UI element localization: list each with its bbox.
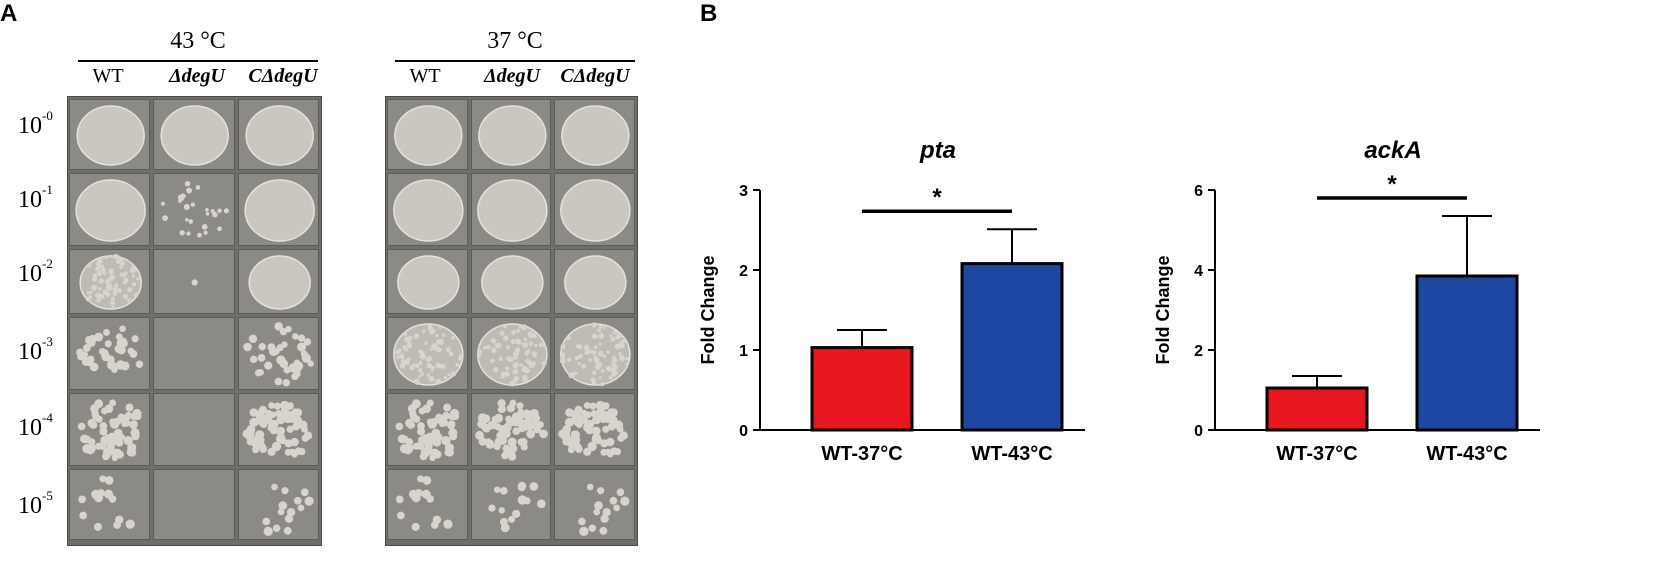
plate-spot [237, 249, 319, 314]
dilution-label: 10-4 [18, 410, 53, 441]
plate-spot [554, 249, 635, 314]
strain-label-wt-43: WT [92, 65, 124, 87]
plate-spot [69, 469, 151, 540]
y-tick-label: 3 [739, 183, 748, 200]
x-tick-label: WT-43°C [971, 443, 1052, 465]
plate-spot [470, 173, 552, 246]
plate-spot [387, 99, 468, 170]
bar-chart-pta: pta Fold Change 0 1 2 3 WT-37°C WT-43°C * [698, 137, 1085, 465]
plate-spot [153, 393, 235, 466]
dilution-label: 10-3 [18, 334, 53, 365]
plate-spot [237, 99, 319, 170]
plate-spot [153, 469, 235, 540]
plate-spot [554, 317, 635, 390]
plate-spot [237, 393, 319, 466]
plate-spot [69, 99, 151, 170]
dilution-label: 10-2 [18, 256, 53, 287]
chart-title: pta [919, 137, 956, 164]
plate-spot [387, 249, 468, 314]
y-tick-label: 6 [1194, 183, 1203, 200]
temperature-label-43: 43 °C [170, 28, 226, 54]
x-tick-label: WT-37°C [1276, 443, 1357, 465]
plate-spot [470, 317, 552, 390]
y-tick-label: 0 [1194, 423, 1203, 440]
panel-a-letter: A [0, 0, 18, 27]
plate-spot [470, 393, 552, 466]
plate-spot [387, 173, 468, 246]
strain-label-cdegu-43: CΔdegU [248, 65, 318, 87]
x-tick-label: WT-37°C [821, 443, 902, 465]
strain-label-degu-43: ΔdegU [169, 65, 225, 87]
plate-spot [554, 469, 635, 540]
chart-title: ackA [1364, 137, 1421, 164]
panel-b-letter: B [700, 0, 718, 27]
plate-spot [153, 317, 235, 390]
y-axis-label: Fold Change [1153, 256, 1173, 365]
spot-assay-plate-43c [67, 96, 322, 546]
temperature-label-37: 37 °C [487, 28, 543, 54]
plate-spot [470, 469, 552, 540]
plate-spot [69, 393, 151, 466]
plate-spot [470, 249, 552, 314]
plate-spot [387, 469, 468, 540]
dilution-label: 10-5 [18, 488, 53, 519]
y-tick-label: 2 [739, 263, 748, 280]
plate-spot [387, 393, 468, 466]
bar [1415, 274, 1519, 432]
plate-spot [69, 317, 151, 390]
plate-spot [470, 99, 552, 170]
plate-spot [387, 317, 468, 390]
strain-label-degu-37: ΔdegU [484, 65, 540, 87]
strain-label-cdegu-37: CΔdegU [560, 65, 630, 87]
dilution-label: 10-0 [18, 108, 53, 139]
y-axis-label: Fold Change [698, 256, 718, 365]
bar [1265, 386, 1369, 432]
bar-chart-acka: ackA Fold Change 0 2 4 6 WT-37°C WT-43°C * [1153, 137, 1540, 465]
y-tick-label: 2 [1194, 343, 1203, 360]
plate-spot [237, 317, 319, 390]
temperature-rule-43 [78, 60, 318, 62]
plate-spot [554, 99, 635, 170]
plate-spot [554, 393, 635, 466]
significance-marker: * [1387, 171, 1397, 198]
y-tick-label: 0 [739, 423, 748, 440]
plate-spot [237, 469, 319, 540]
y-tick-label: 1 [739, 343, 748, 360]
bar [960, 262, 1064, 432]
dilution-label: 10-1 [18, 182, 53, 213]
plate-spot [554, 173, 635, 246]
plate-spot [153, 249, 235, 314]
plate-spot [69, 173, 151, 246]
strain-label-wt-37: WT [409, 65, 441, 87]
spot-assay-plate-37c [385, 96, 638, 546]
significance-marker: * [932, 184, 942, 211]
y-tick-label: 4 [1194, 263, 1203, 280]
plate-spot [69, 249, 151, 314]
x-tick-label: WT-43°C [1426, 443, 1507, 465]
plate-spot [237, 173, 319, 246]
bar [810, 346, 914, 432]
temperature-rule-37 [395, 60, 635, 62]
plate-spot [153, 173, 235, 246]
plate-spot [153, 99, 235, 170]
